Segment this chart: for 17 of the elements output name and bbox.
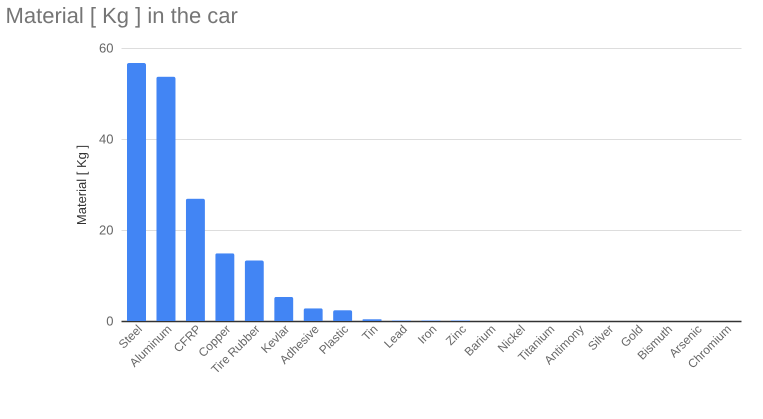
bar [304,308,323,321]
x-tick-label: Zinc [443,322,469,348]
bar [244,260,264,321]
bar [215,253,234,321]
y-tick-label: 0 [106,314,114,328]
y-tick-label: 40 [99,132,114,146]
bar [274,296,294,321]
bar [333,310,352,321]
chart-title: Material [ Kg ] in the car [6,3,238,28]
y-tick-label: 20 [99,222,114,238]
bar [186,198,205,321]
bar [156,76,176,321]
y-tick-label: 60 [99,40,114,56]
x-tick-label: Tin [359,322,381,344]
bar [126,63,146,321]
x-tick-label: Iron [414,322,440,347]
y-axis-title: Material [ Kg ] [74,144,90,226]
